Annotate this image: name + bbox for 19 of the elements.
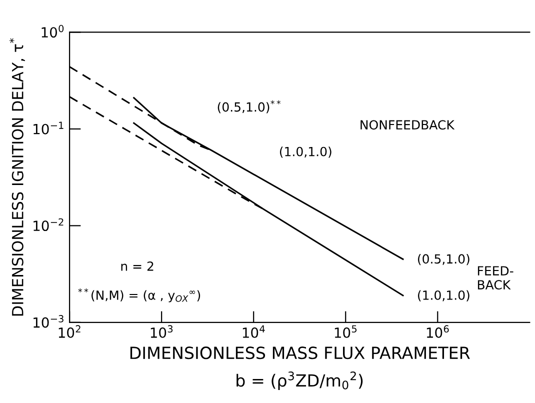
x-tick-label: 10$^{5}$ <box>334 325 357 338</box>
y-tick-label: 10$^{−3}$ <box>34 315 64 328</box>
x-tick-label: 10$^{2}$ <box>58 325 80 338</box>
annotation: NONFEEDBACK <box>360 120 455 130</box>
annotation: (1.0,1.0) <box>418 290 470 302</box>
annotation: (0.5,1.0)$^{**}$ <box>218 100 281 114</box>
annotation: $^{**}$(N,M) = (α , y$_{OX}$$^{∞}$) <box>78 288 200 302</box>
annotation: n = 2 <box>121 261 154 271</box>
y-tick-label: 10$^{−1}$ <box>34 122 64 134</box>
annotation: (0.5,1.0) <box>418 254 470 266</box>
x-axis-title: DIMENSIONLESS MASS FLUX PARAMETER b = (ρ$^{3}$ZD/m$_{0}$$^{2}$) <box>130 346 470 390</box>
x-tick-label: 10$^{6}$ <box>426 325 449 338</box>
annotation: FEED- BACK <box>478 266 514 290</box>
x-tick-label: 10$^{4}$ <box>242 325 265 338</box>
y-axis-title: DIMENSIONLESS IGNITION DELAY, τ$^{*}$ <box>9 38 25 316</box>
annotation: (1.0,1.0) <box>280 146 332 158</box>
y-tick-label: 10$^{0}$ <box>42 24 64 38</box>
x-tick-label: 10$^{3}$ <box>150 325 173 338</box>
y-tick-label: 10$^{−2}$ <box>34 218 64 232</box>
